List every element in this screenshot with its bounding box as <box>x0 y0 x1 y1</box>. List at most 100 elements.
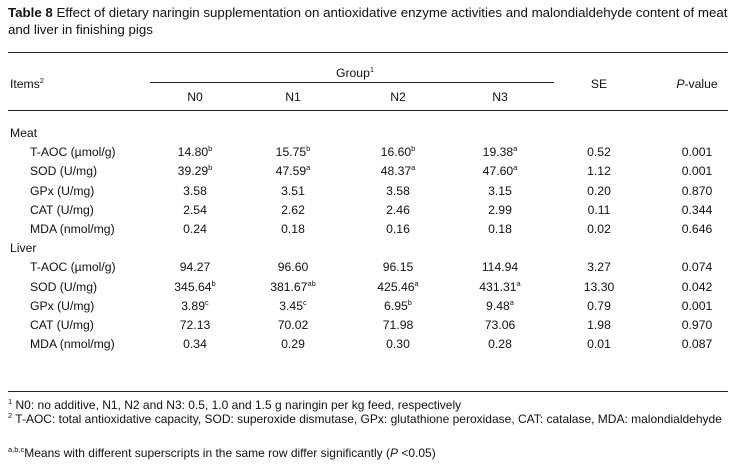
significance-superscript: c <box>302 297 307 307</box>
table-cell-value: 16.60b <box>380 144 416 160</box>
row-item-label: GPx (U/mg) <box>30 183 95 198</box>
table-cell-value: 0.24 <box>183 222 207 236</box>
table-cell-value: 47.59a <box>275 163 311 179</box>
table-cell-se: 0.11 <box>587 202 611 217</box>
table-cell-value: 2.54 <box>183 202 207 217</box>
significance-superscript: a <box>414 278 419 288</box>
table-cell-value: 3.45c <box>279 297 307 313</box>
significance-superscript: ab <box>307 278 316 288</box>
section-title: Meat <box>10 126 38 140</box>
table-cell-value: 71.98 <box>382 318 414 332</box>
table-cell-value: 96.60 <box>277 260 309 275</box>
table-cell-value: 14.80b <box>177 144 213 160</box>
table-cell-value: 0.18 <box>488 222 512 236</box>
header-pvalue: P-value <box>676 77 718 91</box>
row-item-label: CAT (U/mg) <box>30 318 94 332</box>
significance-superscript: b <box>411 144 416 154</box>
table-cell-value: 0.29 <box>281 337 305 352</box>
table-caption: Table 8 Effect of dietary naringin suppl… <box>8 4 728 38</box>
table-cell-value: 425.46a <box>377 278 419 294</box>
table-cell-se: 3.27 <box>587 260 611 275</box>
table-cell-pvalue: 0.087 <box>681 337 713 352</box>
table-label: Table 8 <box>8 5 53 20</box>
significance-superscript: a <box>513 163 518 173</box>
table-cell-value: 345.64b <box>174 278 216 294</box>
header-n2: N2 <box>390 90 406 104</box>
table-cell-value: 431.31a <box>479 278 521 294</box>
table-cell-se: 0.20 <box>587 183 611 198</box>
table-cell-se: 1.98 <box>587 318 611 332</box>
table-cell-value: 2.46 <box>386 202 410 217</box>
table-cell-pvalue: 0.001 <box>681 164 713 179</box>
table-cell-value: 9.48a <box>486 297 514 313</box>
row-item-label: T-AOC (µmol/g) <box>30 260 116 275</box>
significance-superscript: b <box>211 278 216 288</box>
table-cell-value: 48.37a <box>380 163 416 179</box>
table-cell-value: 73.06 <box>484 318 516 332</box>
top-rule <box>8 52 728 53</box>
significance-superscript: a <box>306 163 311 173</box>
table-title: Effect of dietary naringin supplementati… <box>8 5 728 37</box>
significance-superscript: a <box>411 163 416 173</box>
table-cell-value: 3.58 <box>183 183 207 198</box>
row-item-label: SOD (U/mg) <box>30 164 98 179</box>
table-cell-pvalue: 0.074 <box>681 260 713 275</box>
section-title: Liver <box>10 241 37 256</box>
header-group: Group1 <box>335 64 375 80</box>
table-cell-value: 3.15 <box>488 183 512 198</box>
bottom-rule <box>8 391 728 392</box>
group-rule <box>150 82 554 83</box>
table-cell-value: 19.38a <box>482 144 518 160</box>
table-cell-value: 2.99 <box>488 202 512 217</box>
row-item-label: GPx (U/mg) <box>30 298 95 313</box>
table-cell-value: 3.58 <box>386 183 410 198</box>
table-cell-value: 0.18 <box>281 222 305 236</box>
table-cell-pvalue: 0.001 <box>681 298 713 313</box>
table-cell-se: 0.52 <box>587 145 611 160</box>
header-n0: N0 <box>187 90 203 104</box>
significance-superscript: b <box>407 297 412 307</box>
header-se: SE <box>590 77 608 91</box>
table-cell-value: 94.27 <box>179 260 211 275</box>
significance-superscript: b <box>208 163 213 173</box>
table-cell-se: 0.01 <box>587 337 611 352</box>
table-cell-value: 3.89c <box>181 297 209 313</box>
row-item-label: MDA (nmol/mg) <box>30 222 115 236</box>
table-cell-value: 47.60a <box>482 163 518 179</box>
table-cell-value: 0.30 <box>386 337 410 352</box>
table-cell-value: 6.95b <box>384 297 412 313</box>
table-cell-value: 39.29b <box>177 163 213 179</box>
header-items: Items2 <box>10 75 44 91</box>
table-cell-pvalue: 0.042 <box>681 279 713 294</box>
table-cell-se: 0.79 <box>587 298 611 313</box>
significance-superscript: b <box>306 144 311 154</box>
header-rule <box>8 110 728 111</box>
table-cell-value: 0.34 <box>183 337 207 352</box>
table-cell-value: 72.13 <box>179 318 211 332</box>
table-cell-se: 13.30 <box>583 279 615 294</box>
significance-superscript: a <box>516 278 521 288</box>
table-cell-pvalue: 0.646 <box>681 222 713 236</box>
row-item-label: MDA (nmol/mg) <box>30 337 115 352</box>
table-cell-value: 114.94 <box>481 260 519 275</box>
table-cell-se: 0.02 <box>587 222 611 236</box>
table-cell-value: 3.51 <box>281 183 305 198</box>
significance-superscript: c <box>204 297 209 307</box>
table-cell-value: 96.15 <box>382 260 414 275</box>
table-cell-value: 70.02 <box>277 318 309 332</box>
row-item-label: T-AOC (µmol/g) <box>30 145 116 160</box>
table-cell-value: 0.16 <box>386 222 410 236</box>
footnote-1: 1 N0: no additive, N1, N2 and N3: 0.5, 1… <box>8 397 462 412</box>
table-cell-pvalue: 0.344 <box>681 202 713 217</box>
significance-superscript: b <box>208 144 213 154</box>
footnote-2: 2 T-AOC: total antioxidative capacity, S… <box>8 411 722 426</box>
significance-superscript: a <box>509 297 514 307</box>
table-cell-value: 2.62 <box>281 202 305 217</box>
footnote-3: a,b,cMeans with different superscripts i… <box>8 445 436 460</box>
table-cell-pvalue: 0.870 <box>681 183 713 198</box>
header-n3: N3 <box>492 90 508 104</box>
significance-superscript: a <box>513 144 518 154</box>
table-cell-se: 1.12 <box>587 164 611 179</box>
table-cell-pvalue: 0.001 <box>681 145 713 160</box>
header-n1: N1 <box>285 90 301 104</box>
